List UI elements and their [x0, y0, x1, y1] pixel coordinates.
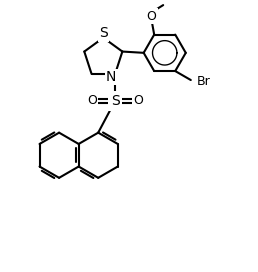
Text: Br: Br [196, 75, 210, 88]
Text: N: N [106, 70, 116, 84]
Text: O: O [133, 94, 143, 107]
Text: O: O [147, 10, 157, 23]
Text: S: S [99, 26, 108, 40]
Text: O: O [87, 94, 97, 107]
Text: S: S [111, 94, 119, 108]
